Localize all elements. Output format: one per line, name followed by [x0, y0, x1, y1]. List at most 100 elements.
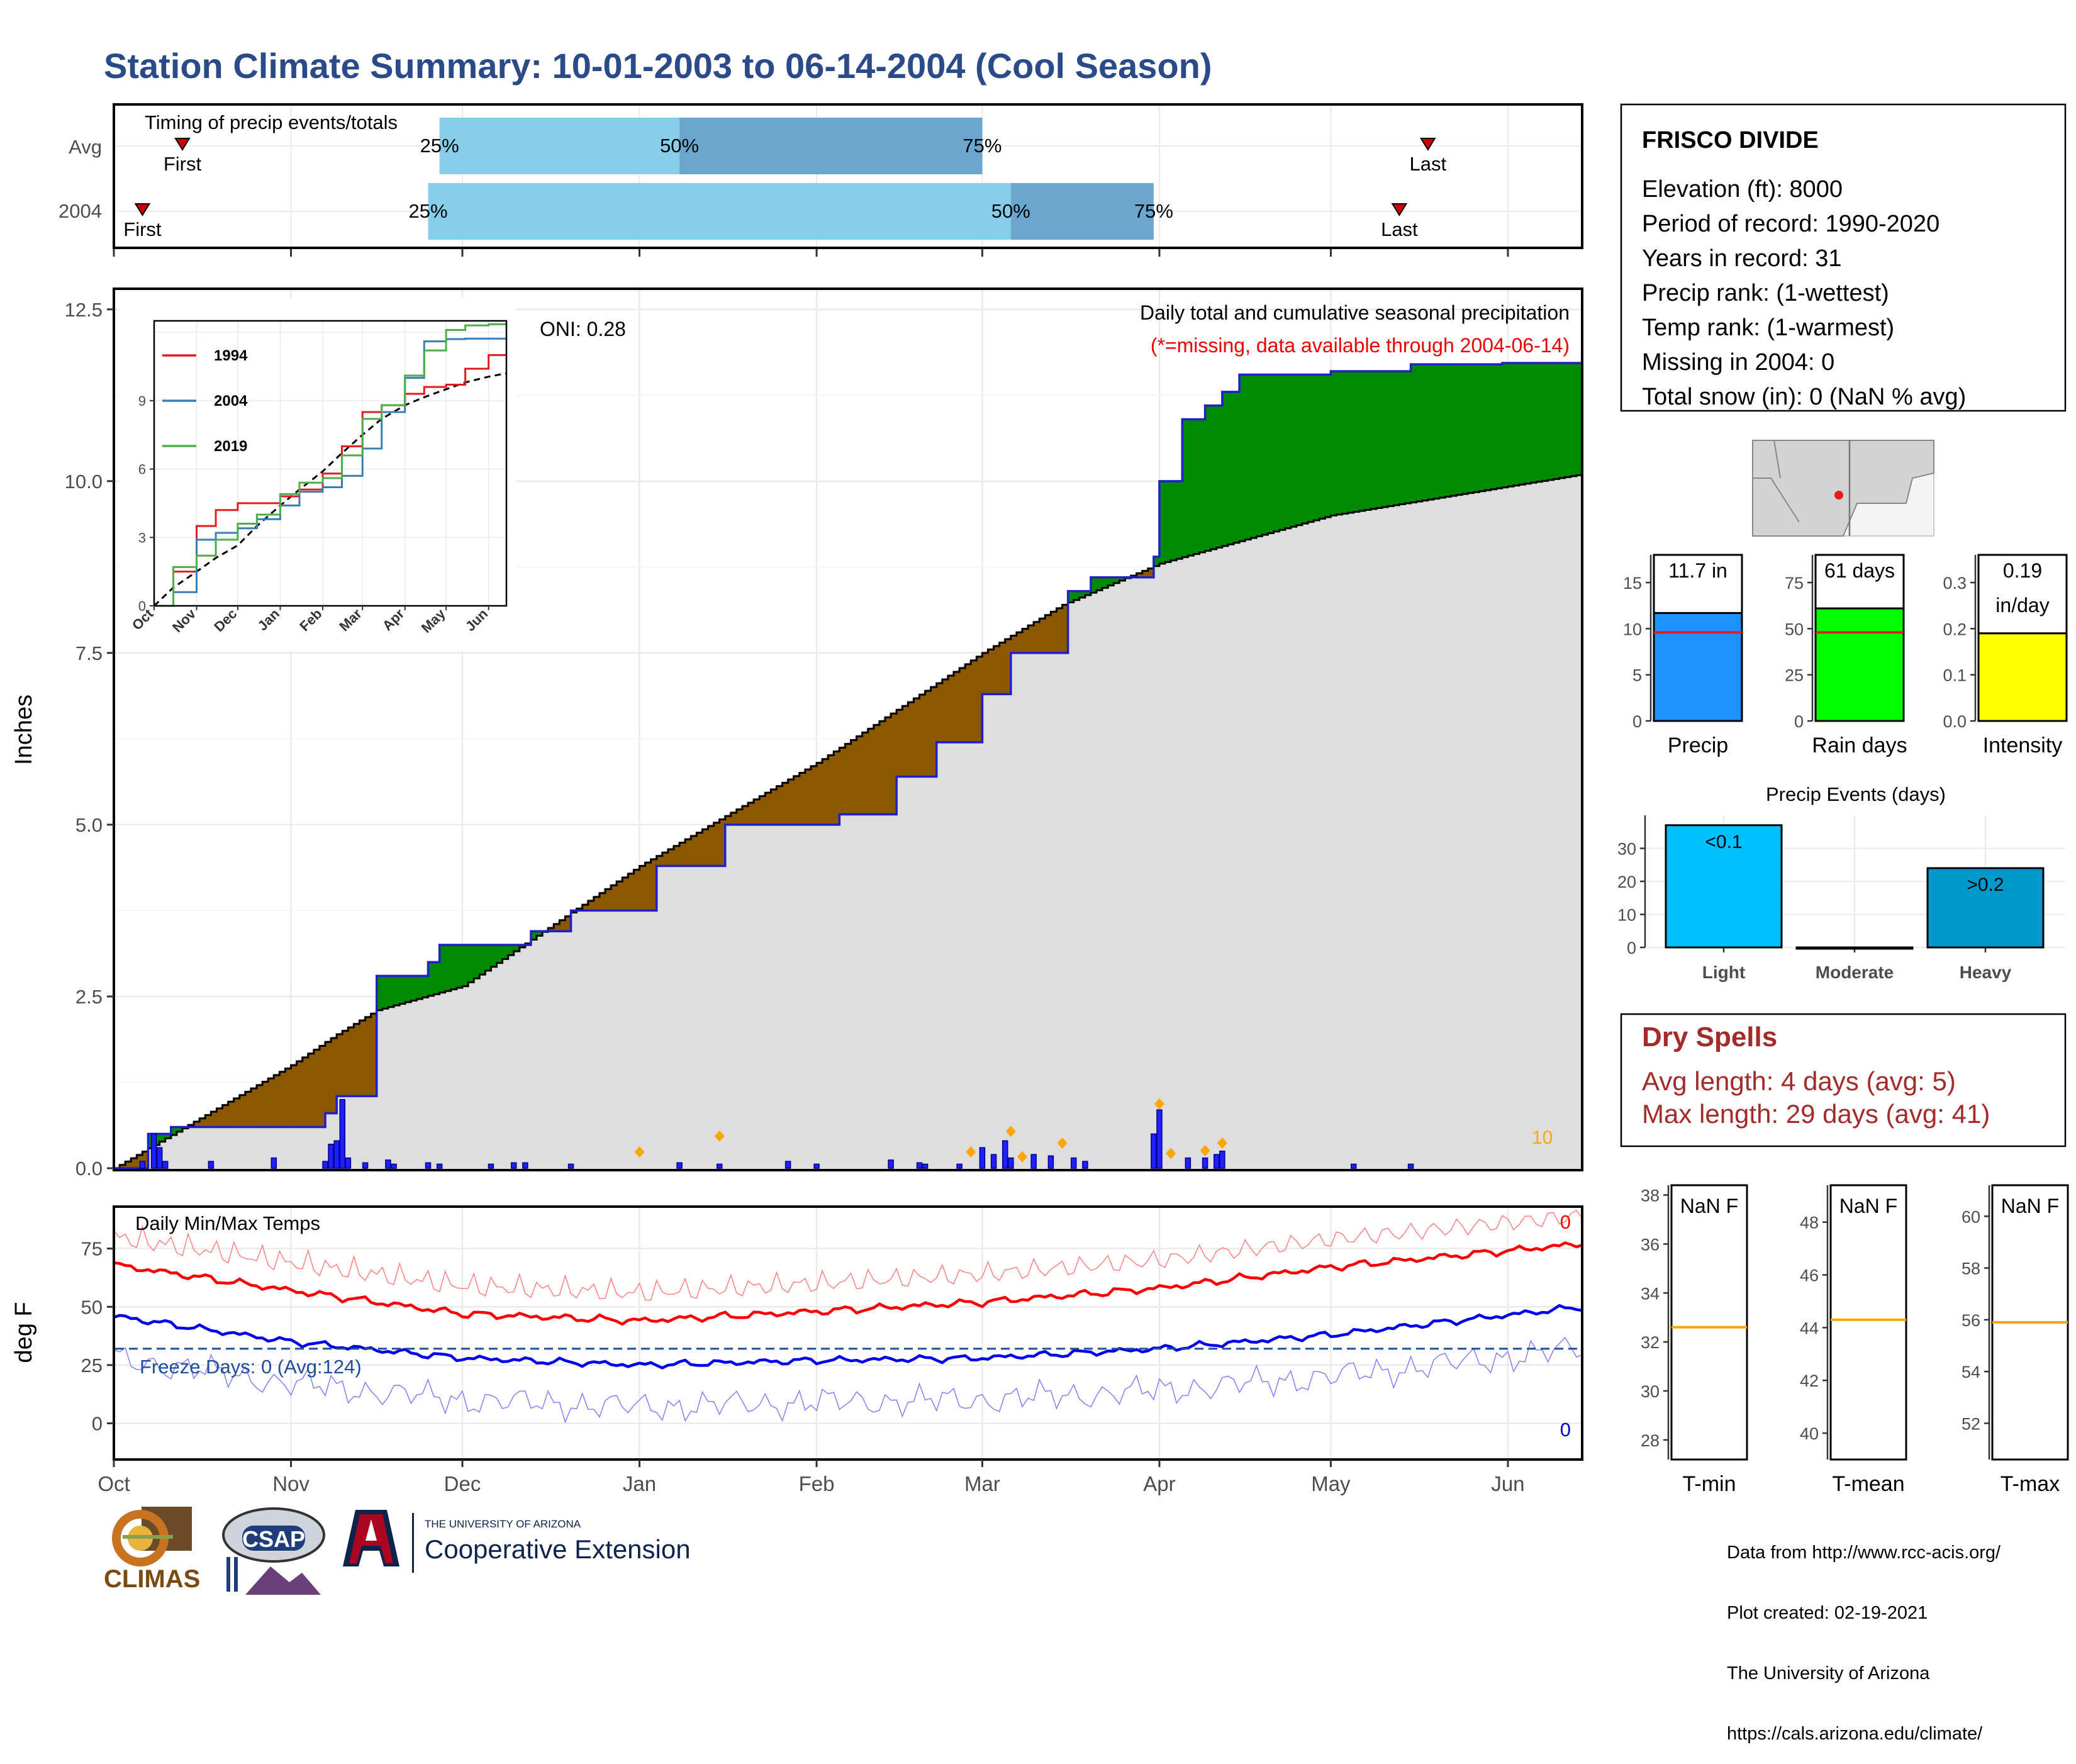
station-line: Missing in 2004: 0	[1642, 349, 1834, 376]
temp-top-count: 0	[1560, 1211, 1571, 1233]
timing-p75-label: 75%	[963, 135, 1002, 157]
daily-precip-bar	[1185, 1157, 1191, 1169]
daily-precip-bar	[156, 1147, 163, 1169]
timing-row-2004-label: 2004	[59, 200, 102, 222]
above-avg-fill	[1097, 577, 1103, 591]
below-avg-fill	[947, 676, 954, 742]
below-avg-fill	[296, 1061, 303, 1127]
mini-bar-label: Intensity	[1983, 734, 2063, 757]
mini-label-box	[1977, 554, 2068, 635]
missing-data-marker	[1154, 1098, 1164, 1110]
above-avg-fill	[1108, 577, 1114, 586]
above-avg-fill	[1507, 362, 1514, 487]
daily-precip-bar	[1030, 1154, 1037, 1169]
coop-ext-text: Cooperative Extension	[425, 1534, 691, 1564]
below-avg-fill	[954, 671, 960, 742]
below-avg-fill	[1136, 573, 1143, 578]
daily-precip-bar	[328, 1144, 334, 1169]
timing-panel: 25% 50% 75% First Last 25% 50% 75% First Last Tim…	[59, 103, 1583, 257]
observed-cumulative-line	[114, 362, 1582, 1169]
above-avg-fill	[508, 945, 515, 956]
daily-precip-bar	[162, 1161, 169, 1169]
below-avg-fill	[1062, 605, 1069, 653]
below-avg-fill	[908, 702, 915, 777]
below-avg-fill	[879, 721, 886, 815]
inset-legend-label: 1994	[214, 347, 248, 364]
above-avg-fill	[496, 945, 503, 963]
above-avg-fill	[1171, 481, 1177, 561]
events-bar-label: Heavy	[1960, 963, 2012, 982]
below-avg-fill	[233, 1098, 240, 1127]
daily-precip-bar	[676, 1162, 683, 1169]
above-avg-fill	[1199, 419, 1206, 553]
below-avg-fill	[913, 698, 920, 777]
above-avg-fill	[1210, 405, 1217, 549]
below-avg-fill	[965, 664, 971, 742]
below-avg-fill	[919, 695, 926, 777]
below-avg-fill	[371, 1013, 377, 1097]
mini-value-text: in/day	[1995, 594, 2049, 617]
below-avg-fill	[754, 799, 760, 825]
page-title: Station Climate Summary: 10-01-2003 to 0…	[104, 46, 1212, 86]
dry-spells-max: Max length: 29 days (avg: 41)	[1642, 1099, 1990, 1129]
below-avg-fill	[354, 1024, 360, 1097]
timing-label: Timing of precip events/totals	[145, 111, 398, 133]
above-avg-fill	[1485, 364, 1492, 491]
tbox-value-text: NaN F	[2001, 1195, 2059, 1217]
below-avg-fill	[799, 773, 806, 825]
below-avg-fill	[639, 866, 646, 911]
station-line: Period of record: 1990-2020	[1642, 211, 1939, 237]
below-avg-fill	[257, 1085, 263, 1127]
above-avg-fill	[405, 976, 411, 1003]
above-avg-fill	[1090, 577, 1097, 593]
above-avg-fill	[1439, 364, 1446, 498]
daily-min-temp-line	[113, 1336, 1583, 1424]
tbox-ytick-label: 52	[1962, 1414, 1980, 1433]
events-ytick-label: 30	[1617, 840, 1636, 859]
above-avg-fill	[170, 1127, 177, 1136]
above-avg-fill	[159, 1134, 166, 1142]
temp-rank-boxes: 28 30 32 34 36 38 NaN F T-min 40 42 44 46 48 NaN F T-m…	[1641, 1184, 2069, 1496]
inset-line-2004	[154, 337, 506, 607]
station-info-box: FRISCO DIVIDE Elevation (ft): 8000 Perio…	[1620, 103, 2067, 412]
daily-precip-bar	[488, 1163, 494, 1169]
daily-precip-bar	[784, 1161, 791, 1169]
tbox-value-text: NaN F	[1839, 1195, 1897, 1217]
tbox-label: T-mean	[1832, 1472, 1904, 1496]
mini-bar-label: Precip	[1668, 734, 1728, 757]
above-avg-fill	[1302, 374, 1309, 524]
below-avg-fill	[250, 1088, 257, 1127]
station-line: Precip rank: (1-wettest)	[1642, 280, 1889, 306]
daily-precip-bar	[1219, 1150, 1225, 1169]
daily-precip-bar	[345, 1157, 352, 1169]
above-avg-fill	[456, 945, 463, 988]
below-avg-fill	[628, 873, 635, 911]
mini-ytick-label: 0	[1794, 712, 1804, 731]
below-avg-fill	[131, 1158, 137, 1168]
above-avg-fill	[1319, 374, 1325, 519]
above-avg-fill	[1222, 391, 1229, 546]
above-avg-fill	[1473, 364, 1480, 493]
above-avg-fill	[1416, 364, 1423, 502]
below-avg-fill	[862, 732, 869, 815]
temp-xtick-label: May	[1311, 1472, 1351, 1495]
tbox-label: T-max	[2001, 1472, 2060, 1496]
tbox-ytick-label: 56	[1962, 1311, 1980, 1330]
above-avg-fill	[1479, 364, 1486, 491]
below-avg-fill	[1028, 625, 1034, 653]
mini-ytick-label: 5	[1632, 666, 1642, 685]
below-avg-fill	[331, 1038, 337, 1114]
below-avg-fill	[285, 1068, 292, 1127]
daily-precip-bar	[916, 1162, 923, 1169]
above-avg-fill	[176, 1127, 183, 1132]
below-avg-fill	[1022, 628, 1029, 653]
above-avg-fill	[1336, 371, 1343, 515]
below-avg-fill	[1010, 635, 1017, 653]
below-avg-fill	[1045, 615, 1052, 653]
tbox-ytick-label: 44	[1800, 1319, 1819, 1337]
below-avg-fill	[788, 779, 795, 825]
timing-last-marker	[1420, 138, 1436, 151]
below-avg-fill	[120, 1164, 126, 1168]
below-avg-fill	[851, 740, 857, 815]
below-avg-fill	[359, 1020, 366, 1097]
